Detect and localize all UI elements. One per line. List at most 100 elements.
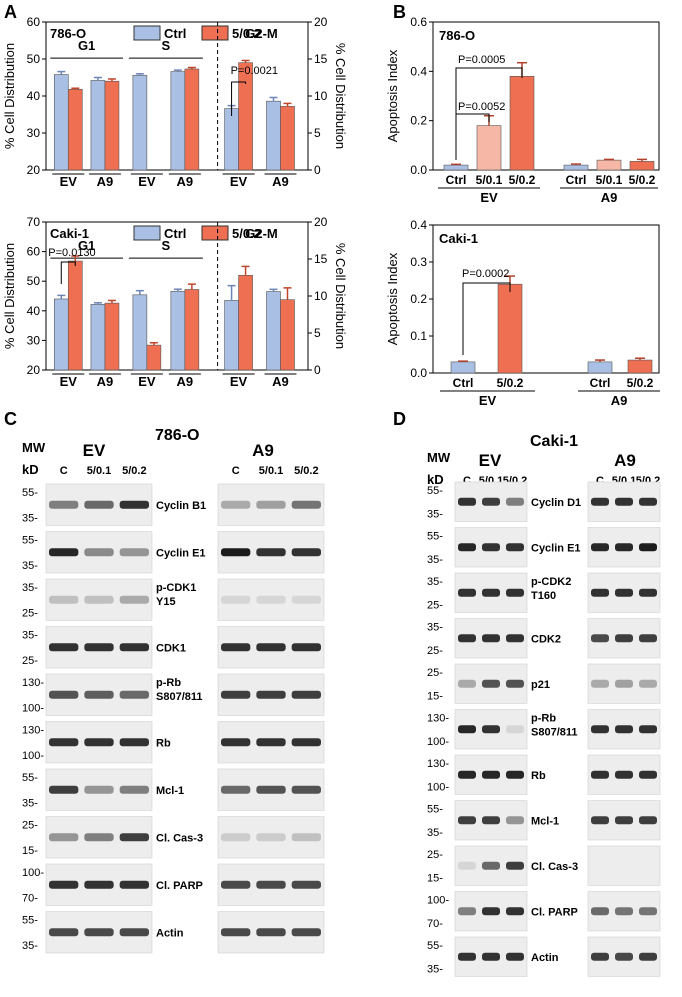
protein-band bbox=[221, 738, 251, 747]
y-tick-label-right: 0 bbox=[314, 163, 321, 177]
mw-marker: 130- bbox=[427, 758, 449, 770]
protein-band bbox=[291, 928, 321, 937]
y-tick-label: 0.4 bbox=[410, 64, 427, 78]
mw-marker: 35- bbox=[427, 576, 443, 588]
mw-marker: 35- bbox=[22, 513, 38, 525]
blot-strip-a9 bbox=[217, 578, 325, 621]
mw-marker: 100- bbox=[427, 736, 449, 748]
x-group-label: A9 bbox=[177, 374, 194, 389]
mw-marker: 100- bbox=[427, 895, 449, 907]
p-value-bracket bbox=[462, 282, 511, 355]
protein-band bbox=[615, 816, 633, 825]
protein-label: Actin bbox=[156, 927, 184, 939]
protein-band bbox=[458, 588, 476, 597]
x-group-label: EV bbox=[60, 174, 78, 189]
protein-band bbox=[591, 634, 609, 643]
y-tick-label: 0.0 bbox=[410, 163, 427, 177]
mw-marker: 35- bbox=[427, 827, 443, 839]
mw-label: MW bbox=[22, 440, 46, 455]
mw-marker: 35- bbox=[22, 630, 38, 642]
protein-band bbox=[49, 928, 79, 937]
protein-band bbox=[221, 880, 251, 889]
protein-band bbox=[119, 880, 149, 889]
protein-band bbox=[506, 725, 524, 734]
protein-band bbox=[506, 907, 524, 916]
protein-band bbox=[291, 500, 321, 509]
p-value-label: P=0.0052 bbox=[458, 101, 505, 113]
blot-strip-a9 bbox=[587, 663, 661, 704]
protein-band bbox=[639, 725, 657, 734]
lane-label: C bbox=[596, 475, 604, 487]
x-tick-label: 5/0.2 bbox=[627, 376, 654, 390]
protein-band bbox=[84, 880, 114, 889]
y-axis-label-left: % Cell Distribution bbox=[2, 243, 17, 349]
protein-band bbox=[221, 928, 251, 937]
phase-label: S bbox=[162, 38, 171, 53]
a9-group-label: A9 bbox=[614, 451, 636, 470]
protein-band bbox=[256, 880, 286, 889]
plot-frame bbox=[432, 224, 660, 374]
protein-band bbox=[291, 595, 321, 604]
mw-marker: 35- bbox=[427, 964, 443, 976]
mw-marker: 25- bbox=[22, 820, 38, 832]
legend-label-treat: 5/0.2 bbox=[232, 26, 261, 41]
protein-band bbox=[639, 907, 657, 916]
y-tick-label-left: 50 bbox=[27, 52, 41, 66]
bar-treat bbox=[184, 68, 200, 171]
protein-label-sub: T160 bbox=[531, 590, 556, 602]
protein-band bbox=[119, 928, 149, 937]
protein-band bbox=[591, 543, 609, 552]
protein-band bbox=[639, 679, 657, 688]
protein-band bbox=[591, 952, 609, 961]
mw-marker: 55- bbox=[427, 531, 443, 543]
y-axis-label: Apoptosis Index bbox=[385, 49, 400, 142]
y-axis-label: Apoptosis Index bbox=[385, 252, 400, 345]
protein-band bbox=[119, 833, 149, 842]
y-tick-label-left: 60 bbox=[27, 245, 41, 259]
mw-marker: 55- bbox=[22, 487, 38, 499]
protein-band bbox=[506, 861, 524, 870]
legend-label-ctrl: Ctrl bbox=[164, 26, 186, 41]
bar-treat bbox=[146, 344, 162, 371]
mw-marker: 35- bbox=[22, 560, 38, 572]
protein-band bbox=[256, 690, 286, 699]
chart-b-caki1: 0.0 0.1 0.2 0.3 0.4 Apoptosis Index Caki-1 Ctrl… bbox=[385, 218, 660, 408]
lane-label: 5/0.2 bbox=[294, 465, 318, 477]
protein-label: p-CDK2 bbox=[531, 576, 571, 588]
protein-band bbox=[291, 738, 321, 747]
protein-band bbox=[458, 861, 476, 870]
cell-line-label: 786-O bbox=[155, 427, 199, 444]
ev-group-label: EV bbox=[83, 441, 106, 460]
bar-ctrl bbox=[170, 71, 186, 171]
y-tick-label: 0.0 bbox=[410, 366, 427, 380]
legend-swatch-ctrl bbox=[133, 25, 161, 41]
protein-label: Cl. PARP bbox=[531, 906, 578, 918]
protein-label: CDK1 bbox=[156, 642, 186, 654]
phase-label-g2m: G2-M bbox=[245, 226, 278, 241]
x-group-label: A9 bbox=[97, 174, 114, 189]
protein-band bbox=[119, 500, 149, 509]
bar bbox=[627, 359, 653, 374]
protein-band bbox=[615, 588, 633, 597]
protein-label: Cyclin B1 bbox=[156, 500, 206, 512]
protein-band bbox=[615, 543, 633, 552]
chart-title: 786-O bbox=[439, 28, 475, 43]
mw-marker: 100- bbox=[22, 703, 44, 715]
protein-band bbox=[615, 725, 633, 734]
p-value-label: P=0.0130 bbox=[48, 247, 95, 259]
protein-label-sub: S807/811 bbox=[531, 727, 578, 739]
bar bbox=[443, 164, 469, 171]
mw-marker: 35- bbox=[427, 554, 443, 566]
protein-band bbox=[639, 497, 657, 506]
protein-band bbox=[84, 595, 114, 604]
bar bbox=[497, 283, 523, 374]
y-axis-label-right: % Cell Distribution bbox=[333, 243, 348, 349]
protein-band bbox=[615, 497, 633, 506]
x-tick-label: 5/0.2 bbox=[497, 376, 524, 390]
p-value-label: P=0.0005 bbox=[458, 54, 505, 66]
protein-band bbox=[591, 770, 609, 779]
legend-swatch-treat bbox=[201, 225, 229, 241]
protein-band bbox=[256, 548, 286, 557]
protein-band bbox=[458, 679, 476, 688]
protein-label: Cyclin E1 bbox=[531, 542, 581, 554]
